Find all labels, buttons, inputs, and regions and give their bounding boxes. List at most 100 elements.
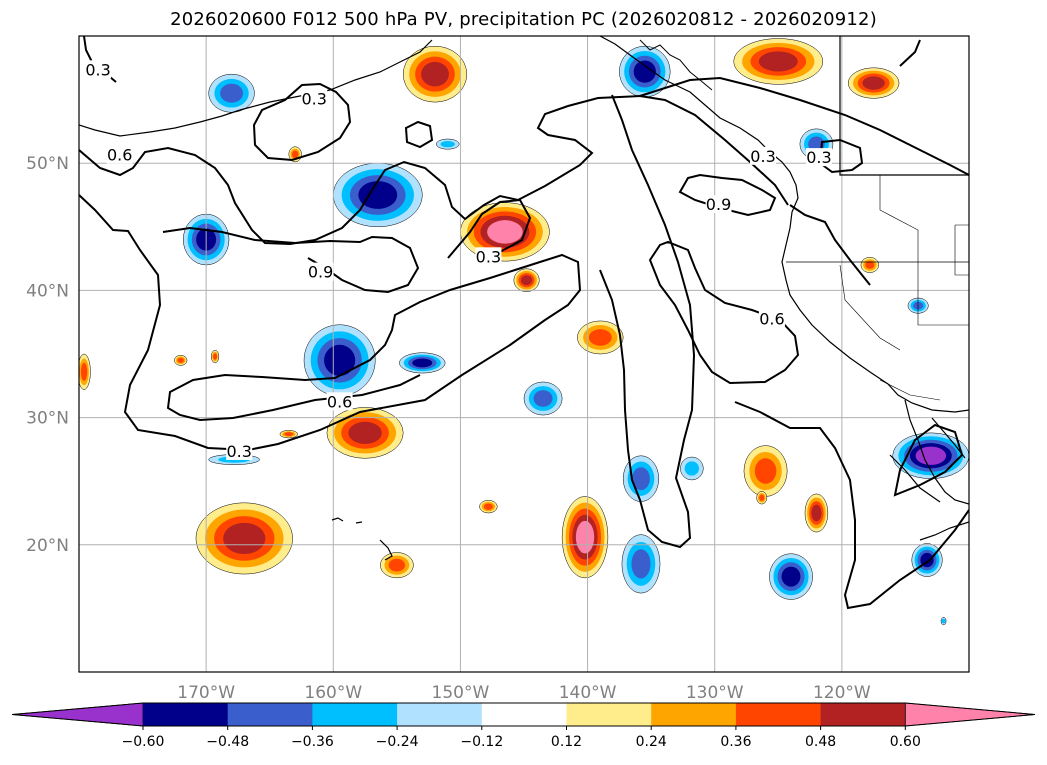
precip-blob bbox=[804, 493, 829, 533]
contour-label: 0.3 bbox=[85, 60, 110, 79]
precip-blob bbox=[210, 349, 220, 364]
alaska-canada-border bbox=[839, 36, 969, 176]
contour-label: 0.6 bbox=[327, 392, 352, 411]
pv-contour-0.3-closed-north bbox=[252, 82, 352, 162]
alaska-peninsula-coast bbox=[239, 39, 433, 111]
precip-shade bbox=[412, 358, 433, 368]
precip-shade bbox=[520, 275, 533, 286]
precip-blob bbox=[402, 45, 468, 103]
pv-contour-small-ring bbox=[404, 120, 434, 149]
precip-blob bbox=[621, 534, 661, 594]
precip-shade bbox=[633, 60, 656, 83]
precip-blob bbox=[940, 617, 947, 626]
contour-label: 0.3 bbox=[806, 148, 831, 167]
colorbar-tick-label: −0.48 bbox=[206, 734, 249, 750]
contour-label-bg bbox=[805, 148, 832, 167]
pv-contour-north-east bbox=[639, 76, 969, 176]
colorbar-segment bbox=[312, 703, 398, 726]
precip-shade bbox=[177, 357, 184, 363]
state-border-east bbox=[954, 224, 969, 276]
colorbar-extend-low bbox=[11, 702, 144, 727]
x-tick-label: 170°W bbox=[177, 683, 235, 703]
precip-shade bbox=[284, 432, 294, 437]
precip-shade bbox=[223, 522, 266, 555]
x-tick-label: 150°W bbox=[432, 683, 490, 703]
mexico-south-coast bbox=[919, 521, 969, 541]
mexico-mainland-coast bbox=[889, 454, 941, 503]
contour-label: 0.3 bbox=[301, 90, 326, 109]
state-border bbox=[917, 262, 969, 326]
precip-blob bbox=[380, 552, 414, 579]
x-tick-label: 130°W bbox=[686, 683, 744, 703]
precip-shade bbox=[388, 558, 406, 572]
precip-blob bbox=[619, 45, 671, 98]
colorbar-segment bbox=[820, 703, 906, 726]
us-mexico-border bbox=[879, 379, 941, 401]
colorbar-segment bbox=[566, 703, 652, 726]
contour-labels: 0.3 0.3 0.6 0.9 0.3 0.9 0.3 0.3 0.6 0.6 0.3 bbox=[85, 60, 832, 461]
precip-blob bbox=[513, 268, 540, 292]
y-tick-label: 30°N bbox=[26, 409, 69, 429]
x-tick-label: 160°W bbox=[304, 683, 362, 703]
pv-contour-0.9-center bbox=[447, 198, 532, 259]
hawaii-big-island bbox=[379, 539, 393, 561]
contour-label: 0.6 bbox=[759, 310, 784, 329]
precip-shade bbox=[915, 446, 947, 465]
y-tick-label: 50°N bbox=[26, 154, 69, 174]
precip-blob bbox=[680, 456, 704, 481]
colorbar-tick-label: 0.24 bbox=[636, 734, 667, 750]
colorbar-segment bbox=[735, 703, 822, 726]
precip-shade bbox=[631, 549, 651, 579]
precip-blob bbox=[756, 491, 768, 505]
precip-shade bbox=[324, 344, 356, 376]
baja-california-coast bbox=[904, 399, 969, 505]
precip-shade bbox=[483, 503, 493, 510]
precip-blob bbox=[733, 38, 824, 85]
precip-blob bbox=[195, 502, 293, 575]
colorbar-tick-label: −0.60 bbox=[122, 734, 165, 750]
precip-blob bbox=[860, 257, 879, 273]
contour-label-bg bbox=[326, 392, 353, 411]
precip-blob bbox=[911, 543, 943, 577]
precip-shade bbox=[348, 421, 382, 444]
precip-blob bbox=[769, 553, 813, 600]
colorbar-extend-high bbox=[904, 702, 1036, 727]
hawaiian-islands bbox=[331, 517, 363, 524]
precip-shade bbox=[754, 458, 777, 484]
precip-shade bbox=[440, 140, 455, 148]
contour-label-bg bbox=[705, 195, 732, 214]
pv-contour-ne bbox=[899, 39, 921, 67]
pv-contour-0.3-coast bbox=[789, 204, 871, 286]
precip-blob bbox=[523, 381, 563, 416]
contour-label: 0.3 bbox=[226, 442, 251, 461]
precip-shade bbox=[758, 51, 798, 72]
chart-title: 2026020600 F012 500 hPa PV, precipitatio… bbox=[170, 9, 877, 30]
contour-label-bg bbox=[750, 146, 777, 165]
pv-contour-0.9-east bbox=[678, 173, 777, 217]
pv-contour-0.6-east-blob bbox=[648, 240, 800, 385]
province-border bbox=[879, 175, 919, 262]
graticule bbox=[79, 36, 969, 672]
contour-label-bg bbox=[226, 441, 253, 460]
colorbar-tick-label: −0.24 bbox=[376, 734, 419, 750]
pv-contour-0.9-west bbox=[162, 226, 420, 294]
precip-shade bbox=[487, 220, 523, 244]
colorbar-segment bbox=[143, 703, 229, 726]
contour-label-bg bbox=[85, 60, 112, 79]
y-tick-label: 20°N bbox=[26, 536, 69, 556]
precip-shade bbox=[421, 61, 449, 87]
precip-shade bbox=[759, 494, 765, 501]
precip-shade bbox=[358, 181, 398, 209]
colorbar-tick-label: 0.60 bbox=[890, 734, 921, 750]
precip-blob bbox=[208, 73, 255, 113]
x-tick-label: 140°W bbox=[559, 683, 617, 703]
y-tick-label: 40°N bbox=[26, 281, 69, 301]
precip-shade bbox=[941, 618, 946, 624]
contour-label: 0.9 bbox=[308, 263, 333, 282]
contour-label: 0.3 bbox=[750, 147, 775, 166]
precip-shade bbox=[80, 362, 88, 381]
precip-shade bbox=[291, 150, 299, 159]
precip-shade bbox=[575, 520, 595, 554]
precip-blob bbox=[279, 430, 298, 439]
